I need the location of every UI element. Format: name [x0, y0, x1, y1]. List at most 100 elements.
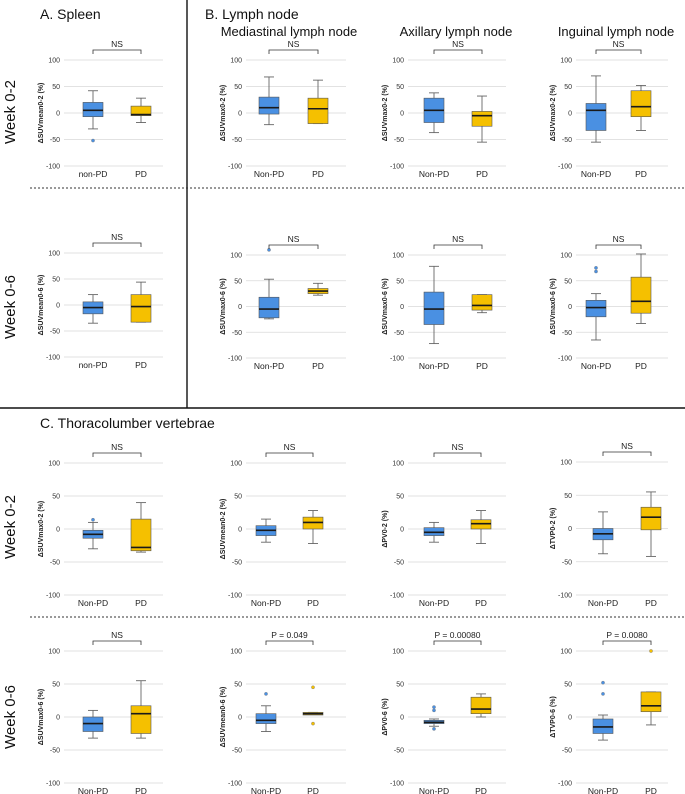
box-group-0: Non-PD — [251, 692, 281, 794]
y-tick-label: 50 — [396, 278, 404, 285]
y-axis-label: ΔSUVmax0-2 (%) — [38, 501, 45, 557]
significance-label: NS — [288, 234, 300, 244]
y-tick-label: 50 — [564, 84, 572, 91]
y-tick-label: -50 — [50, 329, 60, 336]
category-label: PD — [135, 169, 147, 179]
y-tick-label: 50 — [396, 494, 404, 501]
box-group-0: Non-PD — [419, 265, 449, 371]
category-label: Non-PD — [254, 169, 284, 179]
boxplot-v_tv_w06: 100 50 0 -50 -100 ΔTVP0-6 (%) Non-PD PD P = 0.00… — [550, 630, 668, 794]
y-axis-label: ΔSUVmean0-2 (%) — [220, 499, 227, 560]
y-tick-label: 50 — [396, 84, 404, 91]
significance-label: NS — [111, 630, 123, 640]
category-label: PD — [476, 169, 488, 179]
significance-label: NS — [452, 234, 464, 244]
y-tick-label: 50 — [234, 494, 242, 501]
outlier-point — [432, 708, 436, 713]
y-tick-label: 50 — [234, 278, 242, 285]
y-tick-label: -100 — [46, 164, 60, 171]
subtitle-mediastinal: Mediastinal lymph node — [221, 24, 358, 39]
outlier-point — [432, 705, 436, 709]
significance-bracket — [602, 451, 652, 456]
y-tick-label: -50 — [562, 559, 572, 566]
y-tick-label: -50 — [562, 330, 572, 337]
subtitle-axillary: Axillary lymph node — [400, 24, 513, 39]
y-tick-label: 50 — [52, 682, 60, 689]
box-group-1: PD — [470, 693, 492, 794]
box-iqr — [470, 696, 492, 715]
category-label: PD — [635, 361, 647, 371]
y-tick-label: 50 — [234, 682, 242, 689]
significance-bracket — [265, 640, 314, 645]
outlier-point — [311, 685, 315, 690]
category-label: Non-PD — [78, 598, 108, 608]
y-axis-label: ΔSUVmax0-6 (%) — [38, 689, 45, 745]
significance-bracket — [433, 640, 482, 645]
category-label: Non-PD — [251, 786, 281, 794]
y-tick-label: 100 — [48, 649, 60, 656]
significance-bracket — [602, 640, 652, 645]
y-tick-label: 50 — [396, 682, 404, 689]
box-iqr — [130, 105, 152, 116]
category-label: Non-PD — [581, 361, 611, 371]
section-title-lymph: B. Lymph node — [205, 6, 299, 22]
boxplot-v_suvmean_w02: 100 50 0 -50 -100 ΔSUVmean0-2 (%) Non-PD PD NS — [220, 442, 346, 608]
section-title-vertebrae: C. Thoracolumber vertebrae — [40, 415, 215, 431]
y-tick-label: 100 — [392, 253, 404, 260]
box-group-0: Non-PD — [78, 517, 108, 608]
box-iqr — [471, 111, 493, 127]
y-tick-label: 100 — [392, 58, 404, 65]
box-group-0: Non-PD — [78, 709, 108, 794]
category-label: PD — [135, 786, 147, 794]
outlier-point — [91, 138, 95, 143]
box-group-0: Non-PD — [419, 92, 449, 179]
y-tick-label: 100 — [560, 649, 572, 656]
significance-label: NS — [111, 442, 123, 452]
significance-bracket — [92, 452, 142, 457]
box-group-1: PD — [471, 95, 493, 179]
boxplot-ing_w02: 100 50 0 -50 -100 ΔSUVmax0-2 (%) Non-PD PD NS — [550, 39, 668, 179]
y-tick-label: 100 — [392, 649, 404, 656]
box-group-0: Non-PD — [419, 521, 449, 608]
category-label: Non-PD — [419, 169, 449, 179]
box-iqr — [640, 691, 662, 713]
y-tick-label: -50 — [50, 748, 60, 755]
y-tick-label: -50 — [232, 137, 242, 144]
y-axis-label: ΔSUVmax0-6 (%) — [220, 278, 227, 334]
boxplot-ax_w06: 100 50 0 -50 -100 ΔSUVmax0-6 (%) Non-PD PD NS — [382, 234, 506, 371]
box-group-1: PD — [471, 294, 493, 371]
box-iqr — [640, 506, 662, 531]
box-group-1: PD — [307, 79, 329, 179]
significance-label: NS — [111, 232, 123, 242]
significance-label: P = 0.049 — [271, 630, 308, 640]
outlier-point — [311, 721, 315, 726]
y-tick-label: 0 — [238, 304, 242, 311]
y-axis-label: ΔTVP0-2 (%) — [550, 508, 557, 550]
y-tick-label: -100 — [390, 164, 404, 171]
boxplot-med_w06: 100 50 0 -50 -100 ΔSUVmax0-6 (%) Non-PD PD NS — [220, 234, 346, 371]
category-label: Non-PD — [588, 786, 618, 794]
box-iqr — [585, 300, 607, 318]
box-iqr — [585, 103, 607, 131]
y-tick-label: -100 — [228, 593, 242, 600]
category-label: PD — [307, 598, 319, 608]
box-iqr — [258, 296, 280, 319]
y-tick-label: -50 — [394, 137, 404, 144]
significance-bracket — [92, 640, 142, 645]
y-tick-label: 100 — [230, 58, 242, 65]
y-tick-label: -50 — [394, 560, 404, 567]
y-tick-label: -100 — [228, 356, 242, 363]
y-tick-label: -100 — [558, 356, 572, 363]
significance-label: NS — [613, 39, 625, 49]
y-tick-label: -50 — [562, 748, 572, 755]
y-tick-label: 0 — [238, 527, 242, 534]
y-tick-label: 0 — [400, 527, 404, 534]
outlier-point — [264, 692, 268, 696]
y-tick-label: 100 — [392, 461, 404, 468]
category-label: Non-PD — [588, 598, 618, 608]
box-group-0: Non-PD — [251, 518, 281, 608]
y-tick-label: -50 — [562, 137, 572, 144]
outlier-point — [601, 692, 605, 696]
y-tick-label: 0 — [238, 715, 242, 722]
